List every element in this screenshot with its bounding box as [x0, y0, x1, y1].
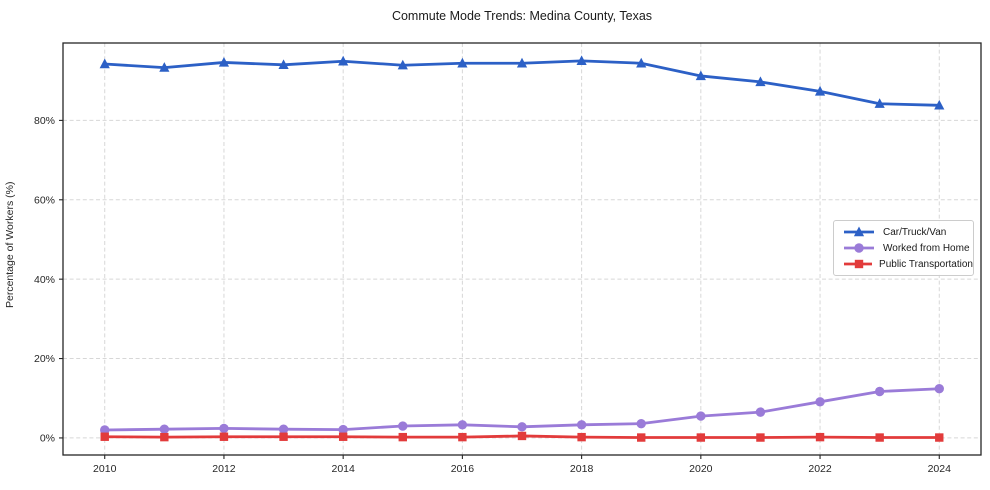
y-tick-label: 40%: [34, 274, 55, 286]
public-transportation-point-2014: [338, 432, 348, 441]
car-truck-van-triangle-line-icon: [844, 226, 874, 237]
car-truck-van-point-2017: [516, 57, 528, 68]
worked-from-home-point-2023: [874, 386, 885, 397]
worked-from-home-point-2022: [815, 397, 825, 407]
public-transportation-point-2023: [875, 433, 884, 442]
x-tick-label: 2020: [689, 463, 713, 475]
x-tick-label: 2016: [451, 463, 475, 475]
car-truck-van-line: [103, 59, 941, 107]
car-truck-van-point-2012: [218, 56, 230, 67]
worked-from-home-point-2014: [338, 424, 348, 435]
public-transportation-point-2010: [100, 432, 109, 441]
legend-item-worked-from-home: Worked from Home: [834, 241, 973, 255]
y-tick-label: 80%: [34, 115, 55, 127]
public-transportation-point-2022: [815, 432, 825, 442]
public-transportation-point-2016: [458, 432, 467, 442]
worked-from-home-point-2021: [755, 407, 766, 417]
public-transportation-point-2020: [696, 433, 706, 442]
worked-from-home-point-2012: [219, 423, 229, 434]
worked-from-home-point-2019: [636, 418, 646, 429]
series-worked-from-home: [100, 384, 944, 435]
legend-item-public-transportation: Public Transportation: [834, 257, 973, 271]
car-truck-van-point-2022: [814, 85, 826, 96]
public-transportation-point-2012: [219, 432, 229, 441]
car-truck-van-point-2010: [99, 58, 110, 69]
car-truck-van-point-2011: [159, 62, 170, 72]
worked-from-home-circle-line-icon: [844, 243, 874, 253]
worked-from-home-point-2017: [517, 422, 527, 432]
legend-label-public-transportation: Public Transportation: [879, 258, 973, 270]
y-tick-label: 20%: [34, 353, 55, 365]
car-truck-van-point-2013: [278, 59, 289, 70]
public-transportation-point-2021: [756, 433, 765, 442]
y-tick-label: 0%: [40, 433, 55, 445]
car-truck-van-point-2018: [576, 55, 587, 66]
series-public-transportation: [100, 431, 944, 442]
car-truck-van-point-2019: [636, 57, 647, 68]
legend: Car/Truck/Van Worked from Home Public Tr…: [833, 220, 974, 276]
chart-title: Commute Mode Trends: Medina County, Texa…: [391, 9, 653, 23]
legend-item-car-truck-van: Car/Truck/Van: [834, 225, 973, 239]
worked-from-home-point-2011: [159, 424, 170, 434]
public-transportation-point-2017: [517, 431, 527, 441]
worked-from-home-point-2018: [576, 420, 587, 430]
car-truck-van-point-2020: [695, 70, 706, 81]
series-car-truck-van: [99, 55, 945, 110]
x-tick-label: 2014: [331, 463, 355, 475]
x-tick-label: 2010: [93, 463, 117, 475]
public-transportation-point-2015: [398, 432, 407, 442]
public-transportation-point-2011: [160, 432, 169, 442]
worked-from-home-point-2013: [278, 424, 289, 434]
public-transportation-point-2019: [637, 433, 646, 442]
public-transportation-square-line-icon: [844, 259, 873, 269]
worked-from-home-point-2024: [934, 384, 944, 394]
car-truck-van-point-2021: [755, 76, 766, 87]
legend-label-car-truck-van: Car/Truck/Van: [883, 226, 947, 238]
car-truck-van-point-2023: [874, 98, 885, 108]
x-tick-label: 2022: [808, 463, 832, 475]
x-tick-label: 2024: [928, 463, 952, 475]
legend-label-worked-from-home: Worked from Home: [883, 242, 970, 254]
x-tick-label: 2012: [212, 463, 236, 475]
worked-from-home-point-2010: [100, 425, 110, 435]
car-truck-van-point-2024: [934, 99, 945, 110]
plot-border: [62, 42, 982, 456]
worked-from-home-point-2015: [398, 421, 408, 431]
public-transportation-point-2013: [279, 432, 288, 441]
public-transportation-point-2024: [935, 433, 944, 442]
y-tick-label: 60%: [34, 194, 55, 206]
car-truck-van-point-2014: [338, 55, 349, 66]
car-truck-van-point-2016: [457, 57, 468, 68]
car-truck-van-point-2015: [397, 59, 408, 70]
x-tick-label: 2018: [570, 463, 594, 475]
public-transportation-point-2018: [577, 432, 586, 442]
worked-from-home-point-2016: [457, 420, 468, 430]
worked-from-home-point-2020: [696, 411, 706, 421]
y-axis-title: Percentage of Workers (%): [4, 181, 16, 309]
